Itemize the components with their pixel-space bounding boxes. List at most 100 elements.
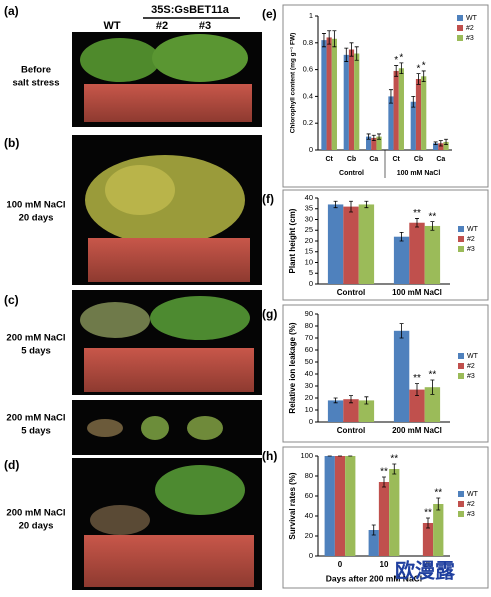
bar [345,456,356,556]
photo-caption: Before [21,65,51,76]
error-bar [349,395,353,404]
y-tick-label: 35 [305,204,313,213]
panel-label: (b) [4,136,19,150]
error-bar [344,47,349,62]
y-tick-label: 25 [305,225,313,234]
error-bar [392,463,397,475]
legend-label: WT [466,15,478,22]
bar [378,482,390,556]
x-tick-label: 10 [380,560,389,569]
error-bar [399,323,404,339]
y-tick-label: 80 [305,471,313,480]
bar [424,225,441,284]
significance: ** [380,467,388,478]
error-bar [388,89,393,104]
bar [409,389,425,422]
legend-label: #2 [467,501,475,508]
legend-label: #2 [466,25,474,32]
y-tick-label: 80 [305,321,313,330]
photo-captions: (a) Before salt stress (b) 100 mM NaCl 20 day… [4,4,66,531]
error-bar [436,497,441,511]
significance: * [422,61,426,72]
y-tick-label: 0 [309,417,313,426]
line3-label: #3 [199,20,211,32]
x-tick-label: Control [337,426,365,435]
significance: ** [413,373,421,384]
chart-frame [282,4,489,188]
chart-frame [282,304,489,443]
photo-caption: salt stress [12,78,59,89]
bar [422,523,434,556]
error-bar [371,134,376,142]
legend-label: #2 [467,363,475,370]
photo-caption: 200 mM NaCl [6,508,65,519]
watermark: 欧漫露 [395,558,456,582]
legend-swatch [458,373,464,379]
legend-label: WT [467,491,479,498]
y-tick-label: 90 [305,309,313,318]
legend-swatch [458,511,464,517]
bar [393,236,410,284]
error-bar [421,70,426,83]
bar [410,101,416,150]
wt-label: WT [103,20,120,32]
y-tick-label: 0.6 [303,65,313,74]
error-bar [382,476,386,488]
legend-swatch [458,491,464,497]
legend-swatch [457,15,463,21]
y-tick-label: 30 [305,381,313,390]
legend-swatch [457,25,463,31]
photo-caption: 200 mM NaCl [6,413,65,424]
error-bar [399,62,404,75]
legend-swatch [458,246,464,252]
photo-caption: 5 days [21,346,51,357]
bar [334,456,346,556]
y-tick-label: 100 [300,451,313,460]
bar [354,53,360,150]
significance: ** [390,454,398,465]
panel-label: (f) [262,192,274,206]
error-bar [438,140,443,147]
y-tick-label: 15 [305,247,313,256]
error-bar [364,396,369,405]
legend-label: WT [467,226,479,233]
error-bar [366,133,371,140]
bar [388,96,394,150]
x-tick-label: 0 [338,560,343,569]
y-tick-label: 5 [309,268,313,277]
y-tick-label: 0 [309,279,313,288]
panel-label: (a) [4,4,19,18]
x-tick-label: 20 [424,560,433,569]
bar [343,206,359,284]
error-bar [394,65,399,77]
legend-label: #3 [466,35,474,42]
bar [443,141,449,150]
group-label: Control [339,170,364,177]
y-tick-label: 40 [305,511,313,520]
group-label: 100 mM NaCl [397,170,441,177]
y-tick-label: 40 [305,369,313,378]
legend-label: WT [467,353,479,360]
error-bar [327,30,332,45]
y-tick-label: 0 [309,551,313,560]
photo-a [72,32,262,127]
error-bar [377,133,382,140]
line2-label: #2 [156,20,168,32]
legend-label: #3 [467,246,475,253]
legend-swatch [458,353,464,359]
y-tick-label: 50 [305,357,313,366]
bar [343,399,359,422]
significance: ** [429,370,437,381]
x-tick-label: Cb [414,156,423,163]
photo-caption: 20 days [19,521,54,532]
y-tick-label: 0.4 [303,91,313,100]
legend-label: #2 [467,236,475,243]
error-bar [416,73,421,85]
y-tick-label: 10 [305,257,313,266]
y-axis-label: Plant height (cm) [288,208,297,273]
panel-label: (d) [4,458,19,472]
error-bar [321,33,326,48]
bar [433,504,444,556]
y-tick-label: 10 [305,405,313,414]
